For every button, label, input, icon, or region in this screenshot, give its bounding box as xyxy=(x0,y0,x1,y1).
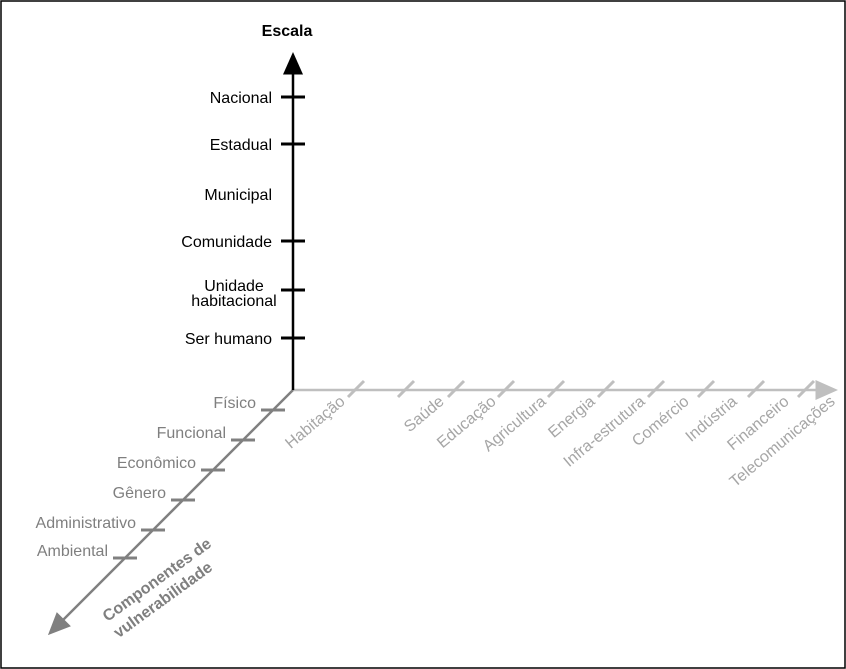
sector-tick xyxy=(496,379,516,399)
sector-tick xyxy=(346,379,366,399)
sector-tick xyxy=(746,379,766,399)
sector-tick xyxy=(446,379,466,399)
scale-level-label: habitacional xyxy=(191,293,276,310)
component-label: Físico xyxy=(213,395,256,412)
sector-tick xyxy=(796,379,816,399)
scale-level-label: Nacional xyxy=(210,90,272,107)
scale-axis-title: Escala xyxy=(262,23,313,40)
scale-level-label: Municipal xyxy=(204,187,272,204)
components-axis-line xyxy=(47,389,294,636)
scale-level-label: Unidade xyxy=(204,278,264,295)
scale-level-label: Estadual xyxy=(210,137,272,154)
component-label: Ambiental xyxy=(37,543,108,560)
component-label: Funcional xyxy=(157,425,226,442)
component-label: Administrativo xyxy=(36,515,137,532)
scale-level-label: Comunidade xyxy=(181,234,272,251)
sector-tick xyxy=(646,379,666,399)
component-label: Econômico xyxy=(117,455,196,472)
component-label: Gênero xyxy=(113,485,166,502)
sector-tick xyxy=(596,379,616,399)
sector-tick xyxy=(696,379,716,399)
scale-level-label: Ser humano xyxy=(185,331,272,348)
sector-tick xyxy=(546,379,566,399)
sector-tick xyxy=(396,379,416,399)
